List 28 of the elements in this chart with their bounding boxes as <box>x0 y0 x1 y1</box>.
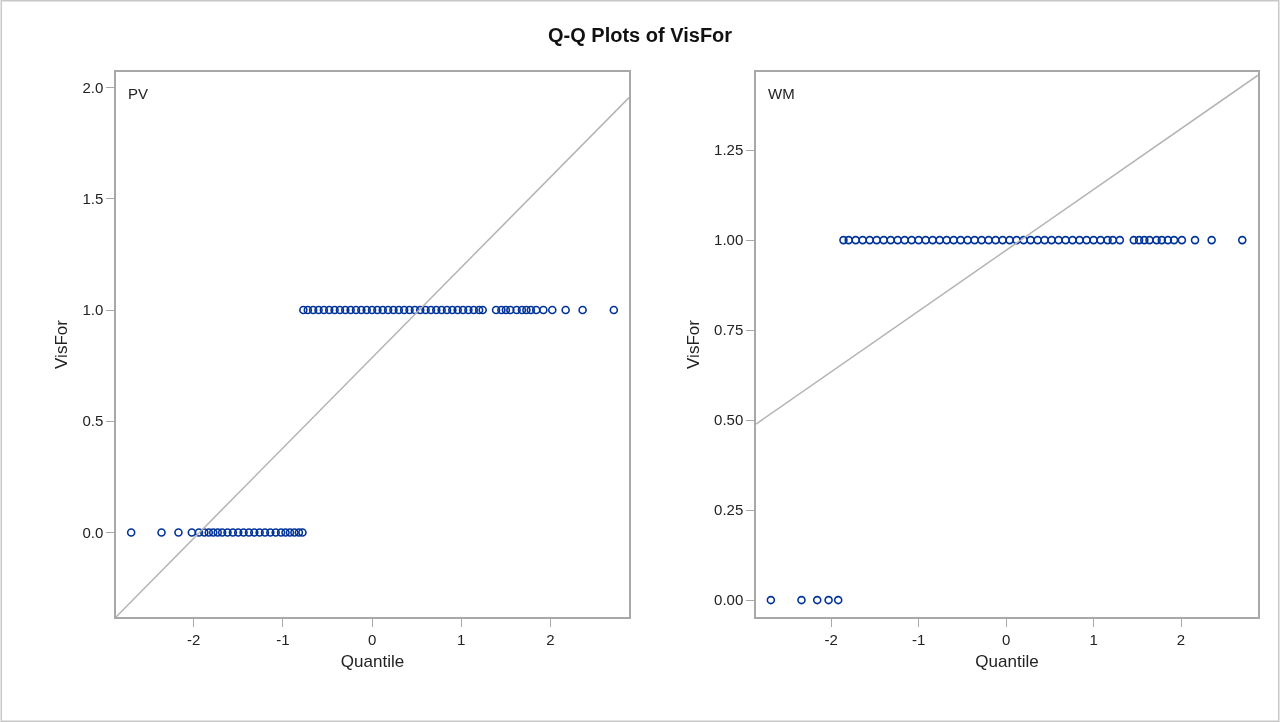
y-tick-label: 1.5 <box>82 190 104 208</box>
x-axis-title: Quantile <box>975 651 1039 671</box>
y-tick-label: 0.25 <box>714 501 744 519</box>
y-tick-label: 0.0 <box>82 523 104 541</box>
annotation: WM <box>768 85 795 102</box>
x-tick-label: 0 <box>1001 630 1011 648</box>
x-tick-label: 1 <box>1089 630 1098 648</box>
y-tick-label: 0.00 <box>714 591 744 609</box>
annotation: PV <box>128 85 149 102</box>
y-tick-label: 1.25 <box>714 141 744 159</box>
y-tick-label: 0.5 <box>82 412 104 430</box>
x-tick-label: 1 <box>457 630 466 648</box>
y-tick-label: 0.75 <box>714 321 744 339</box>
x-tick-label: -2 <box>824 630 838 648</box>
x-axis-title: Quantile <box>340 651 405 671</box>
x-tick-label: 0 <box>367 630 377 648</box>
y-axis-title: VisFor <box>684 319 704 369</box>
x-tick-label: 2 <box>546 630 555 648</box>
y-tick-label: 0.50 <box>714 411 744 429</box>
chart-title: Q-Q Plots of VisFor <box>548 24 733 46</box>
x-tick-label: -2 <box>186 630 201 648</box>
x-tick-label: -1 <box>276 630 290 648</box>
x-tick-label: 2 <box>1176 630 1186 648</box>
y-tick-label: 2.0 <box>82 78 104 96</box>
y-tick-label: 1.0 <box>82 301 104 319</box>
y-tick-label: 1.00 <box>714 231 744 249</box>
x-tick-label: -1 <box>912 630 926 648</box>
y-axis-title: VisFor <box>52 319 72 369</box>
